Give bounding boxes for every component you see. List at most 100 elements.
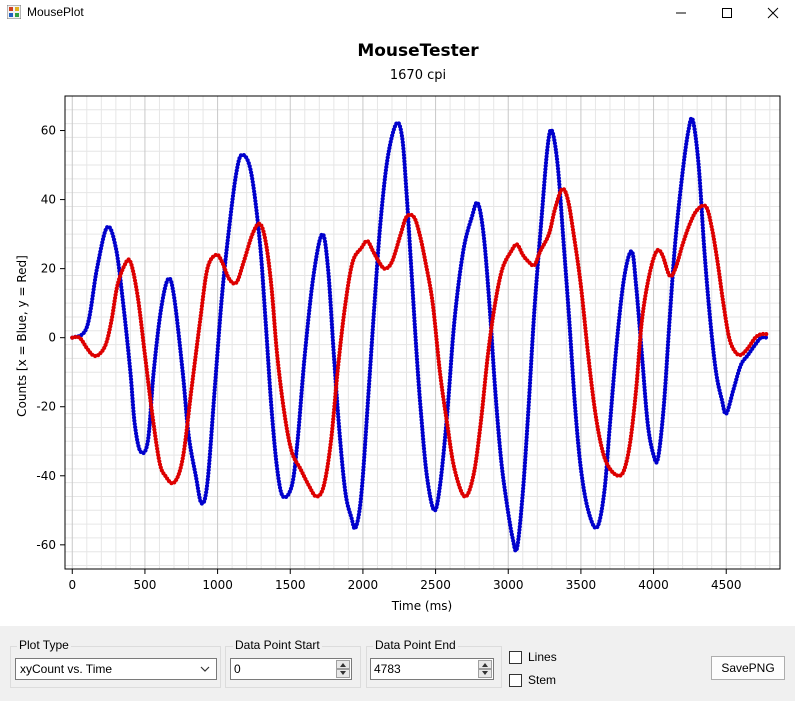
data-point <box>108 321 114 326</box>
data-point <box>616 324 621 329</box>
data-point <box>572 240 577 245</box>
spin-down-button[interactable] <box>478 669 492 678</box>
data-point <box>252 195 258 200</box>
data-point <box>492 376 497 381</box>
data-point <box>158 311 163 316</box>
data-point-start-spinner[interactable] <box>336 660 350 678</box>
data-point <box>578 463 583 468</box>
data-point <box>194 476 199 481</box>
data-point <box>284 426 289 431</box>
data-point <box>626 449 631 454</box>
data-point <box>628 437 633 442</box>
data-point <box>635 302 640 307</box>
data-point <box>96 259 101 264</box>
lines-checkbox-box[interactable] <box>509 650 522 664</box>
data-point <box>359 487 364 492</box>
x-tick-label: 0 <box>68 578 76 592</box>
data-point <box>496 281 501 287</box>
data-point <box>299 388 304 393</box>
stem-checkbox[interactable]: Stem <box>509 673 556 687</box>
data-point <box>433 324 438 329</box>
stem-checkbox-label: Stem <box>528 673 557 687</box>
data-point <box>643 404 649 409</box>
data-point <box>323 474 328 479</box>
data-point <box>112 302 117 307</box>
data-point <box>191 373 196 379</box>
data-point <box>332 401 337 406</box>
data-point <box>227 219 232 224</box>
data-point <box>447 384 452 389</box>
spin-up-button[interactable] <box>336 660 350 669</box>
data-point <box>594 418 599 423</box>
lines-checkbox[interactable]: Lines <box>509 650 557 664</box>
data-point <box>414 350 419 356</box>
data-point <box>718 284 724 289</box>
data-point <box>600 503 605 508</box>
data-point <box>408 255 413 260</box>
close-button[interactable] <box>750 0 795 26</box>
data-point <box>151 368 156 374</box>
data-point <box>224 244 230 249</box>
data-point <box>760 331 766 337</box>
data-point <box>639 322 644 327</box>
x-tick-label: 2500 <box>420 578 451 592</box>
data-point <box>503 494 508 499</box>
data-point <box>380 199 385 205</box>
data-point <box>582 322 588 328</box>
data-point <box>493 297 498 302</box>
data-point <box>692 130 698 135</box>
data-point <box>648 442 654 447</box>
data-point <box>373 289 378 294</box>
data-point <box>422 449 427 454</box>
data-point <box>556 172 561 178</box>
data-point <box>446 432 451 437</box>
data-point <box>297 410 303 415</box>
data-point <box>373 282 378 288</box>
data-point <box>576 450 582 455</box>
data-point <box>475 450 480 455</box>
data-point <box>326 455 331 460</box>
data-point <box>620 286 625 291</box>
save-png-button[interactable]: SavePNG <box>711 656 785 680</box>
data-point <box>556 176 561 181</box>
data-point <box>543 160 549 165</box>
data-point <box>697 181 703 186</box>
x-axis-label: Time (ms) <box>391 599 453 613</box>
data-point <box>154 340 159 345</box>
data-point <box>315 248 320 253</box>
data-point <box>208 442 213 447</box>
data-point <box>271 311 276 317</box>
data-point <box>662 393 667 399</box>
data-point-start-input[interactable]: 0 <box>230 658 352 680</box>
data-point <box>324 470 329 476</box>
plot-type-select[interactable]: xyCount vs. Time <box>15 658 217 680</box>
spin-down-button[interactable] <box>336 669 350 678</box>
data-point <box>583 498 588 503</box>
data-point <box>495 424 501 429</box>
data-point-end-spinner[interactable] <box>478 660 492 678</box>
data-point <box>73 334 78 340</box>
data-point <box>277 482 282 487</box>
data-point <box>217 324 222 329</box>
data-point-end-input[interactable]: 4783 <box>370 658 494 680</box>
data-point <box>691 120 696 125</box>
stem-checkbox-box[interactable] <box>509 673 522 687</box>
data-point <box>614 337 620 342</box>
data-point <box>472 469 477 474</box>
data-point <box>379 209 384 214</box>
maximize-button[interactable] <box>704 0 750 26</box>
data-point <box>533 285 539 290</box>
spin-up-button[interactable] <box>478 660 492 669</box>
minimize-button[interactable] <box>658 0 704 26</box>
data-point <box>151 424 157 429</box>
data-point <box>667 323 672 328</box>
data-point <box>521 473 527 478</box>
data-point <box>305 327 310 332</box>
data-point <box>371 308 377 313</box>
data-point <box>451 323 457 328</box>
data-point <box>110 314 115 320</box>
data-point <box>272 318 277 323</box>
data-point <box>177 343 182 348</box>
data-point <box>669 285 674 290</box>
data-point <box>634 286 639 291</box>
